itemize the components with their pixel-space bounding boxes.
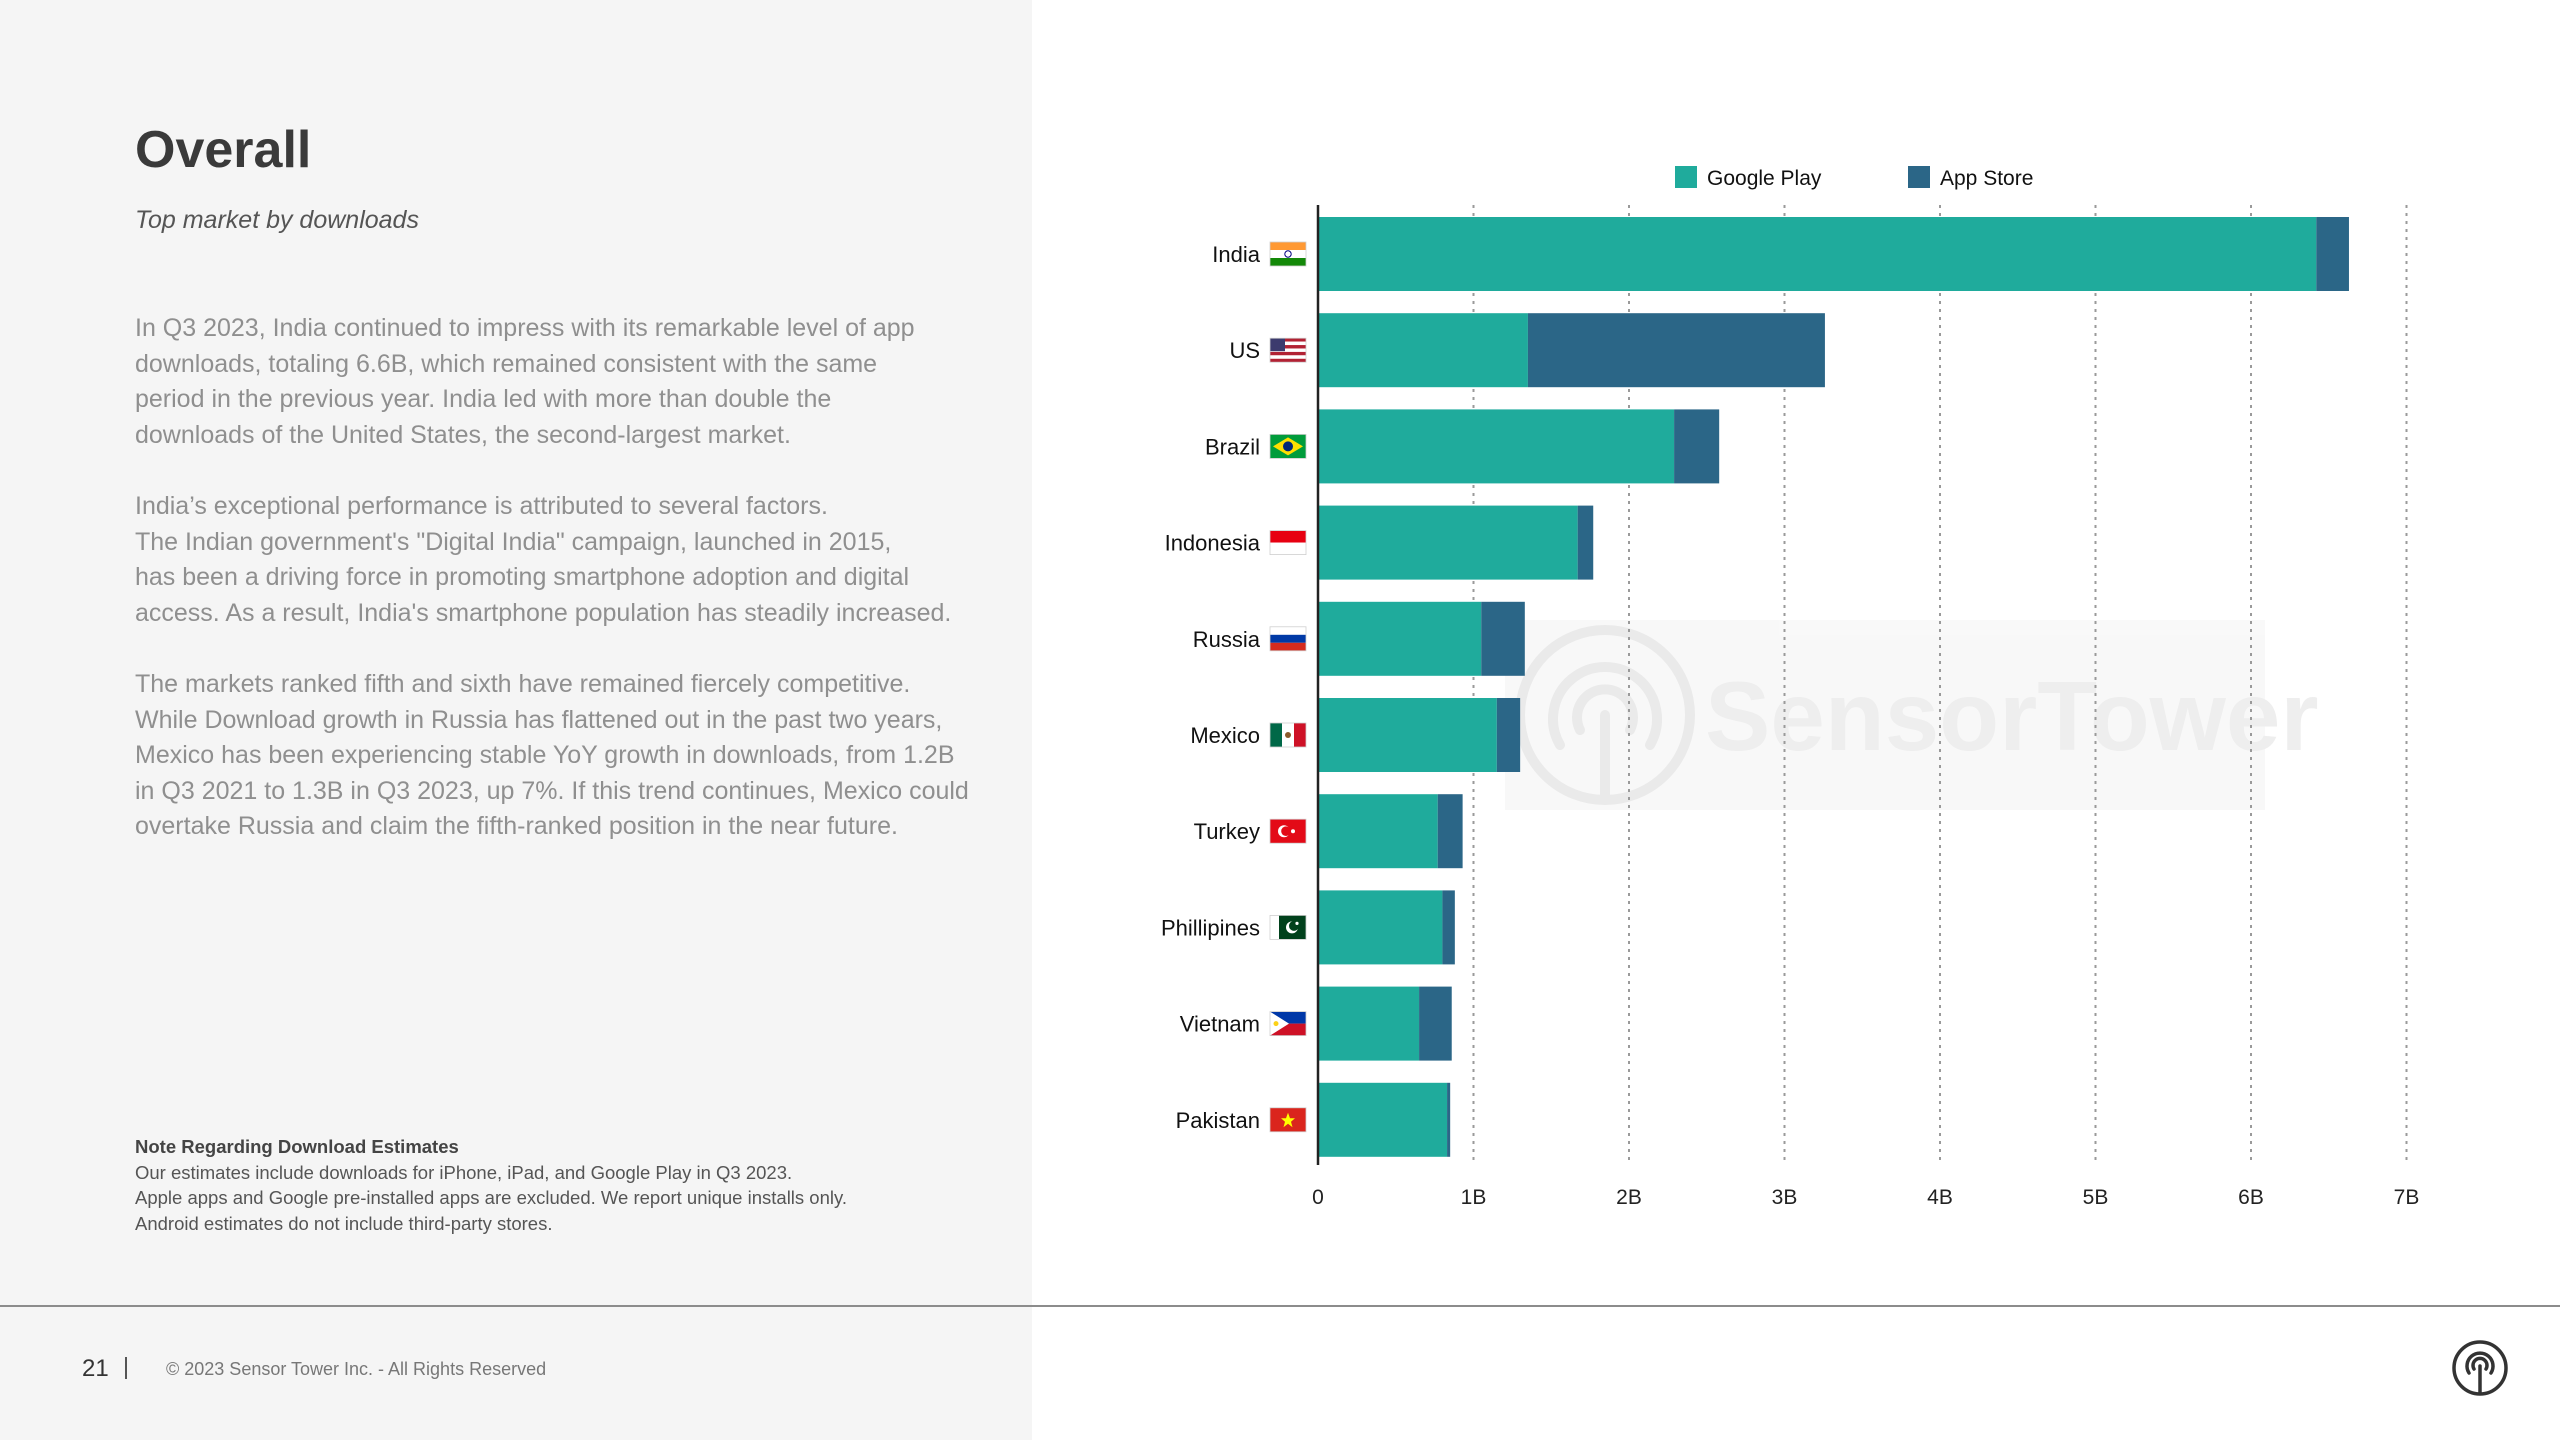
- x-tick-label: 0: [1312, 1186, 1324, 1209]
- sensor-tower-logo-icon: [2452, 1340, 2508, 1396]
- category-labels: India US Brazil Indonesia Russia Mexico Turkey…: [1161, 241, 1307, 1133]
- category-label: Pakistan: [1176, 1108, 1260, 1133]
- bar-app-store: [1481, 601, 1525, 676]
- bar-app-store: [1447, 1082, 1451, 1157]
- category-label: Turkey: [1194, 819, 1260, 844]
- legend-label: Google Play: [1707, 167, 1822, 190]
- paragraph-2-line: access. As a result, India's smartphone …: [135, 598, 952, 627]
- flag-indonesia-icon: [1269, 530, 1307, 555]
- bar-google-play: [1318, 505, 1578, 580]
- paragraph-1-line: downloads of the United States, the seco…: [135, 420, 791, 449]
- flag-vietnam-icon: [1269, 1107, 1307, 1133]
- bar-google-play: [1318, 986, 1420, 1061]
- bar-google-play: [1318, 217, 2317, 291]
- paragraph-3-line: in Q3 2021 to 1.3B in Q3 2023, up 7%. If…: [135, 776, 969, 805]
- paragraph-3-line: While Download growth in Russia has flat…: [135, 705, 943, 734]
- bar-google-play: [1318, 409, 1675, 484]
- flag-russia-icon: [1269, 626, 1307, 652]
- note-title: Note Regarding Download Estimates: [135, 1136, 459, 1157]
- watermark-text: SensorTower: [1705, 661, 2319, 771]
- flag-brazil-icon: [1269, 433, 1307, 459]
- page-number: 21: [82, 1355, 109, 1382]
- bar-google-play: [1318, 1082, 1448, 1157]
- footer-separator: [125, 1357, 127, 1379]
- note-line: Android estimates do not include third-p…: [135, 1212, 553, 1234]
- x-tick-label: 4B: [1927, 1186, 1953, 1209]
- x-tick-label: 6B: [2238, 1186, 2264, 1209]
- bar-app-store: [1577, 505, 1594, 580]
- paragraph-2-line: has been a driving force in promoting sm…: [135, 563, 910, 592]
- paragraph-3-line: Mexico has been experiencing stable YoY …: [135, 741, 955, 770]
- paragraph-3-line: The markets ranked fifth and sixth have …: [135, 670, 911, 698]
- x-tick-label: 5B: [2083, 1186, 2109, 1209]
- bar-google-play: [1318, 313, 1528, 388]
- paragraph-2: India’s exceptional performance is attri…: [135, 489, 995, 631]
- category-label: US: [1229, 338, 1260, 363]
- legend-swatch: [1908, 166, 1930, 188]
- paragraph-1-line: In Q3 2023, India continued to impress w…: [135, 314, 915, 342]
- bar-google-play: [1318, 698, 1497, 772]
- footer-divider: [0, 1305, 2560, 1307]
- page-subtitle: Top market by downloads: [135, 206, 419, 234]
- note-line: Apple apps and Google pre-installed apps…: [135, 1187, 848, 1208]
- flag-us-icon: [1269, 337, 1307, 363]
- paragraph-3-line: overtake Russia and claim the fifth-rank…: [135, 812, 898, 841]
- paragraph-1-line: period in the previous year. India led w…: [135, 385, 832, 414]
- category-label: India: [1212, 242, 1260, 267]
- flag-turkey-icon: [1269, 818, 1307, 844]
- bar-app-store: [1496, 698, 1521, 772]
- x-tick-label: 3B: [1772, 1186, 1798, 1209]
- bar-app-store: [2316, 217, 2349, 291]
- paragraph-3: The markets ranked fifth and sixth have …: [135, 667, 995, 845]
- category-label: Russia: [1193, 627, 1261, 652]
- bar-app-store: [1674, 409, 1720, 484]
- paragraph-2-line: The Indian government's "Digital India" …: [135, 527, 892, 556]
- paragraph-1: In Q3 2023, India continued to impress w…: [135, 311, 995, 453]
- legend: Google Play App Store: [1675, 166, 2033, 190]
- category-label: Vietnam: [1180, 1012, 1260, 1037]
- bar-google-play: [1318, 890, 1443, 965]
- flag-mexico-icon: [1269, 722, 1307, 748]
- download-estimates-note: Note Regarding Download Estimates Our es…: [135, 1134, 1035, 1236]
- x-tick-label: 1B: [1461, 1186, 1487, 1209]
- note-line: Our estimates include downloads for iPho…: [135, 1161, 793, 1183]
- category-label: Phillipines: [1161, 915, 1260, 940]
- category-label: Brazil: [1205, 434, 1260, 459]
- bar-google-play: [1318, 601, 1482, 676]
- page-title: Overall: [135, 121, 312, 179]
- flag-philippines-icon: [1269, 1011, 1307, 1036]
- axes: 0 1B 2B 3B 4B 5B 6B 7B: [1312, 205, 2419, 1209]
- x-tick-label: 2B: [1616, 1186, 1642, 1209]
- legend-swatch: [1675, 166, 1697, 188]
- paragraph-2-line: India’s exceptional performance is attri…: [135, 492, 828, 520]
- x-tick-label: 7B: [2394, 1186, 2420, 1209]
- legend-label: App Store: [1940, 167, 2033, 190]
- downloads-bar-chart: SensorTower 0 1B 2B 3B 4B 5B 6B 7B India US Brazi…: [1161, 166, 2419, 1209]
- watermark: SensorTower: [1505, 620, 2319, 810]
- bar-app-store: [1527, 313, 1825, 388]
- bar-app-store: [1437, 794, 1463, 869]
- flag-india-icon: [1269, 241, 1307, 267]
- bar-app-store: [1419, 986, 1452, 1061]
- category-label: Indonesia: [1165, 531, 1261, 556]
- bars: [1318, 217, 2349, 1157]
- category-label: Mexico: [1190, 723, 1260, 748]
- paragraph-1-line: downloads, totaling 6.6B, which remained…: [135, 349, 878, 378]
- left-panel: Overall Top market by downloads In Q3 20…: [0, 0, 1032, 1440]
- bar-app-store: [1442, 890, 1455, 965]
- copyright: © 2023 Sensor Tower Inc. - All Rights Re…: [166, 1359, 547, 1379]
- flag-pakistan-icon: [1269, 915, 1307, 940]
- bar-google-play: [1318, 794, 1438, 869]
